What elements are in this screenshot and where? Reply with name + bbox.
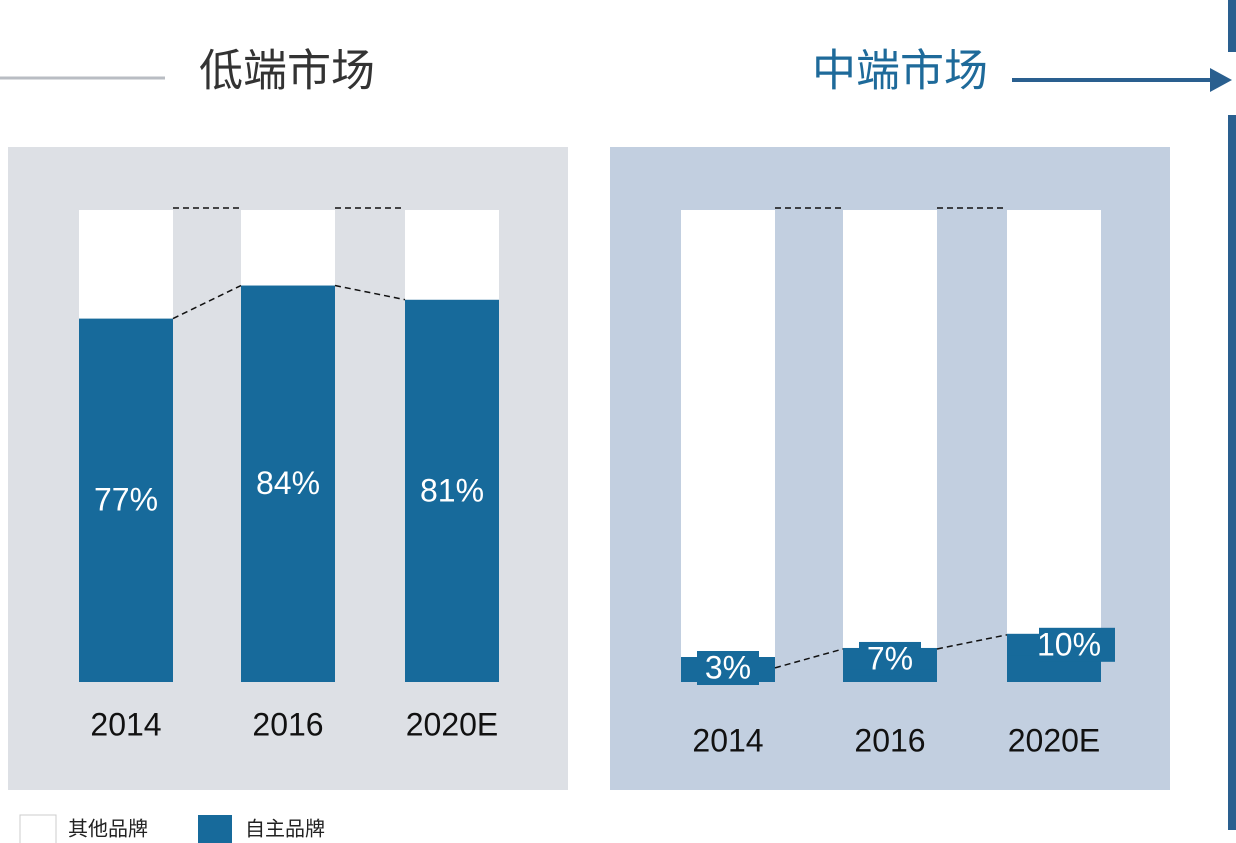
bar-segment: [1007, 210, 1101, 635]
bar-segment: [405, 210, 499, 300]
connector: [334, 284, 406, 301]
side-bar: [1228, 115, 1236, 830]
panel-title: 低端市场: [199, 47, 375, 96]
label-box: [843, 647, 937, 670]
value-label: 84%: [256, 465, 320, 501]
value-label: 81%: [420, 472, 484, 508]
value-label: 77%: [94, 482, 158, 518]
x-tick-label: 2014: [692, 722, 763, 758]
legend-label: 自主品牌: [245, 817, 325, 840]
value-label: 3%: [705, 649, 751, 685]
x-tick-label: 2014: [90, 706, 161, 742]
x-tick-label: 2016: [252, 706, 323, 742]
x-tick-label: 2020E: [1008, 722, 1101, 758]
value-label: 10%: [1037, 626, 1101, 662]
legend-swatch: [19, 814, 57, 843]
header-arrow-head: [1210, 68, 1232, 92]
connector: [936, 634, 1008, 650]
bar-segment: [405, 299, 499, 682]
value-label: 7%: [867, 640, 913, 676]
bar-segment: [79, 210, 173, 319]
bar-segment: [241, 285, 335, 682]
x-tick-label: 2020E: [406, 706, 499, 742]
legend-label: 其他品牌: [68, 817, 148, 840]
bar-segment: [843, 210, 937, 649]
legend-swatch: [198, 815, 232, 843]
side-bar: [1228, 0, 1236, 52]
bar-segment: [79, 318, 173, 682]
x-tick-label: 2016: [854, 722, 925, 758]
label-box: [681, 657, 775, 679]
connector: [172, 284, 242, 320]
bar-segment: [681, 210, 775, 668]
label-box: [1007, 633, 1101, 656]
panel-title: 中端市场: [812, 47, 988, 96]
bar-segment: [241, 210, 335, 286]
connector: [774, 648, 844, 669]
